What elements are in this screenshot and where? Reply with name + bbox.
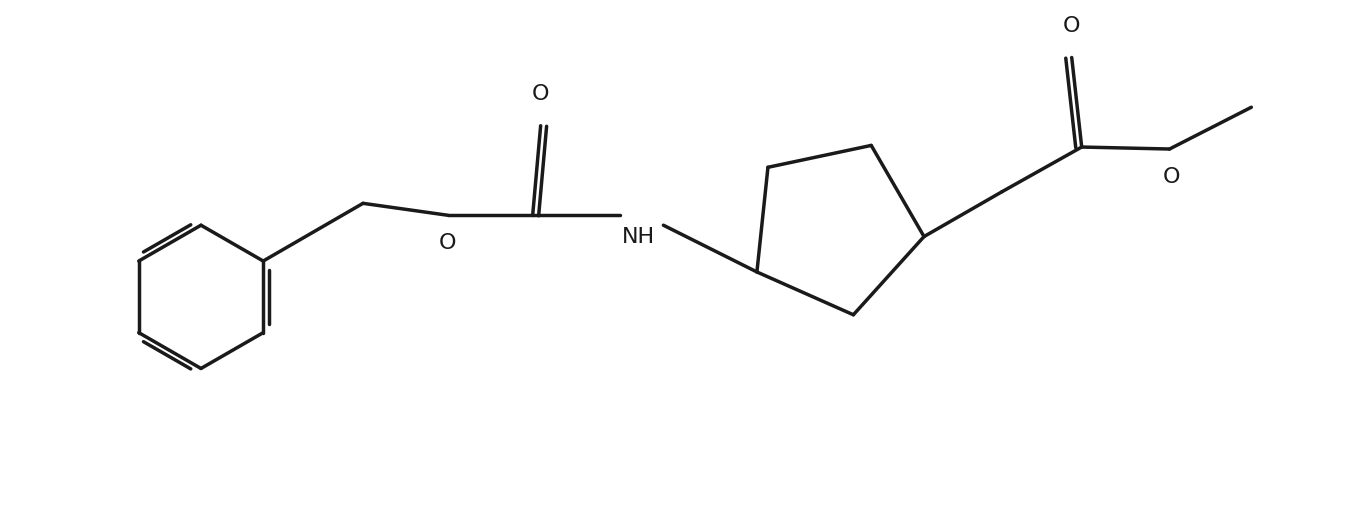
Text: O: O [439, 233, 457, 253]
Text: NH: NH [622, 227, 654, 247]
Text: O: O [1163, 167, 1180, 187]
Text: O: O [1063, 15, 1081, 36]
Text: O: O [532, 84, 549, 104]
